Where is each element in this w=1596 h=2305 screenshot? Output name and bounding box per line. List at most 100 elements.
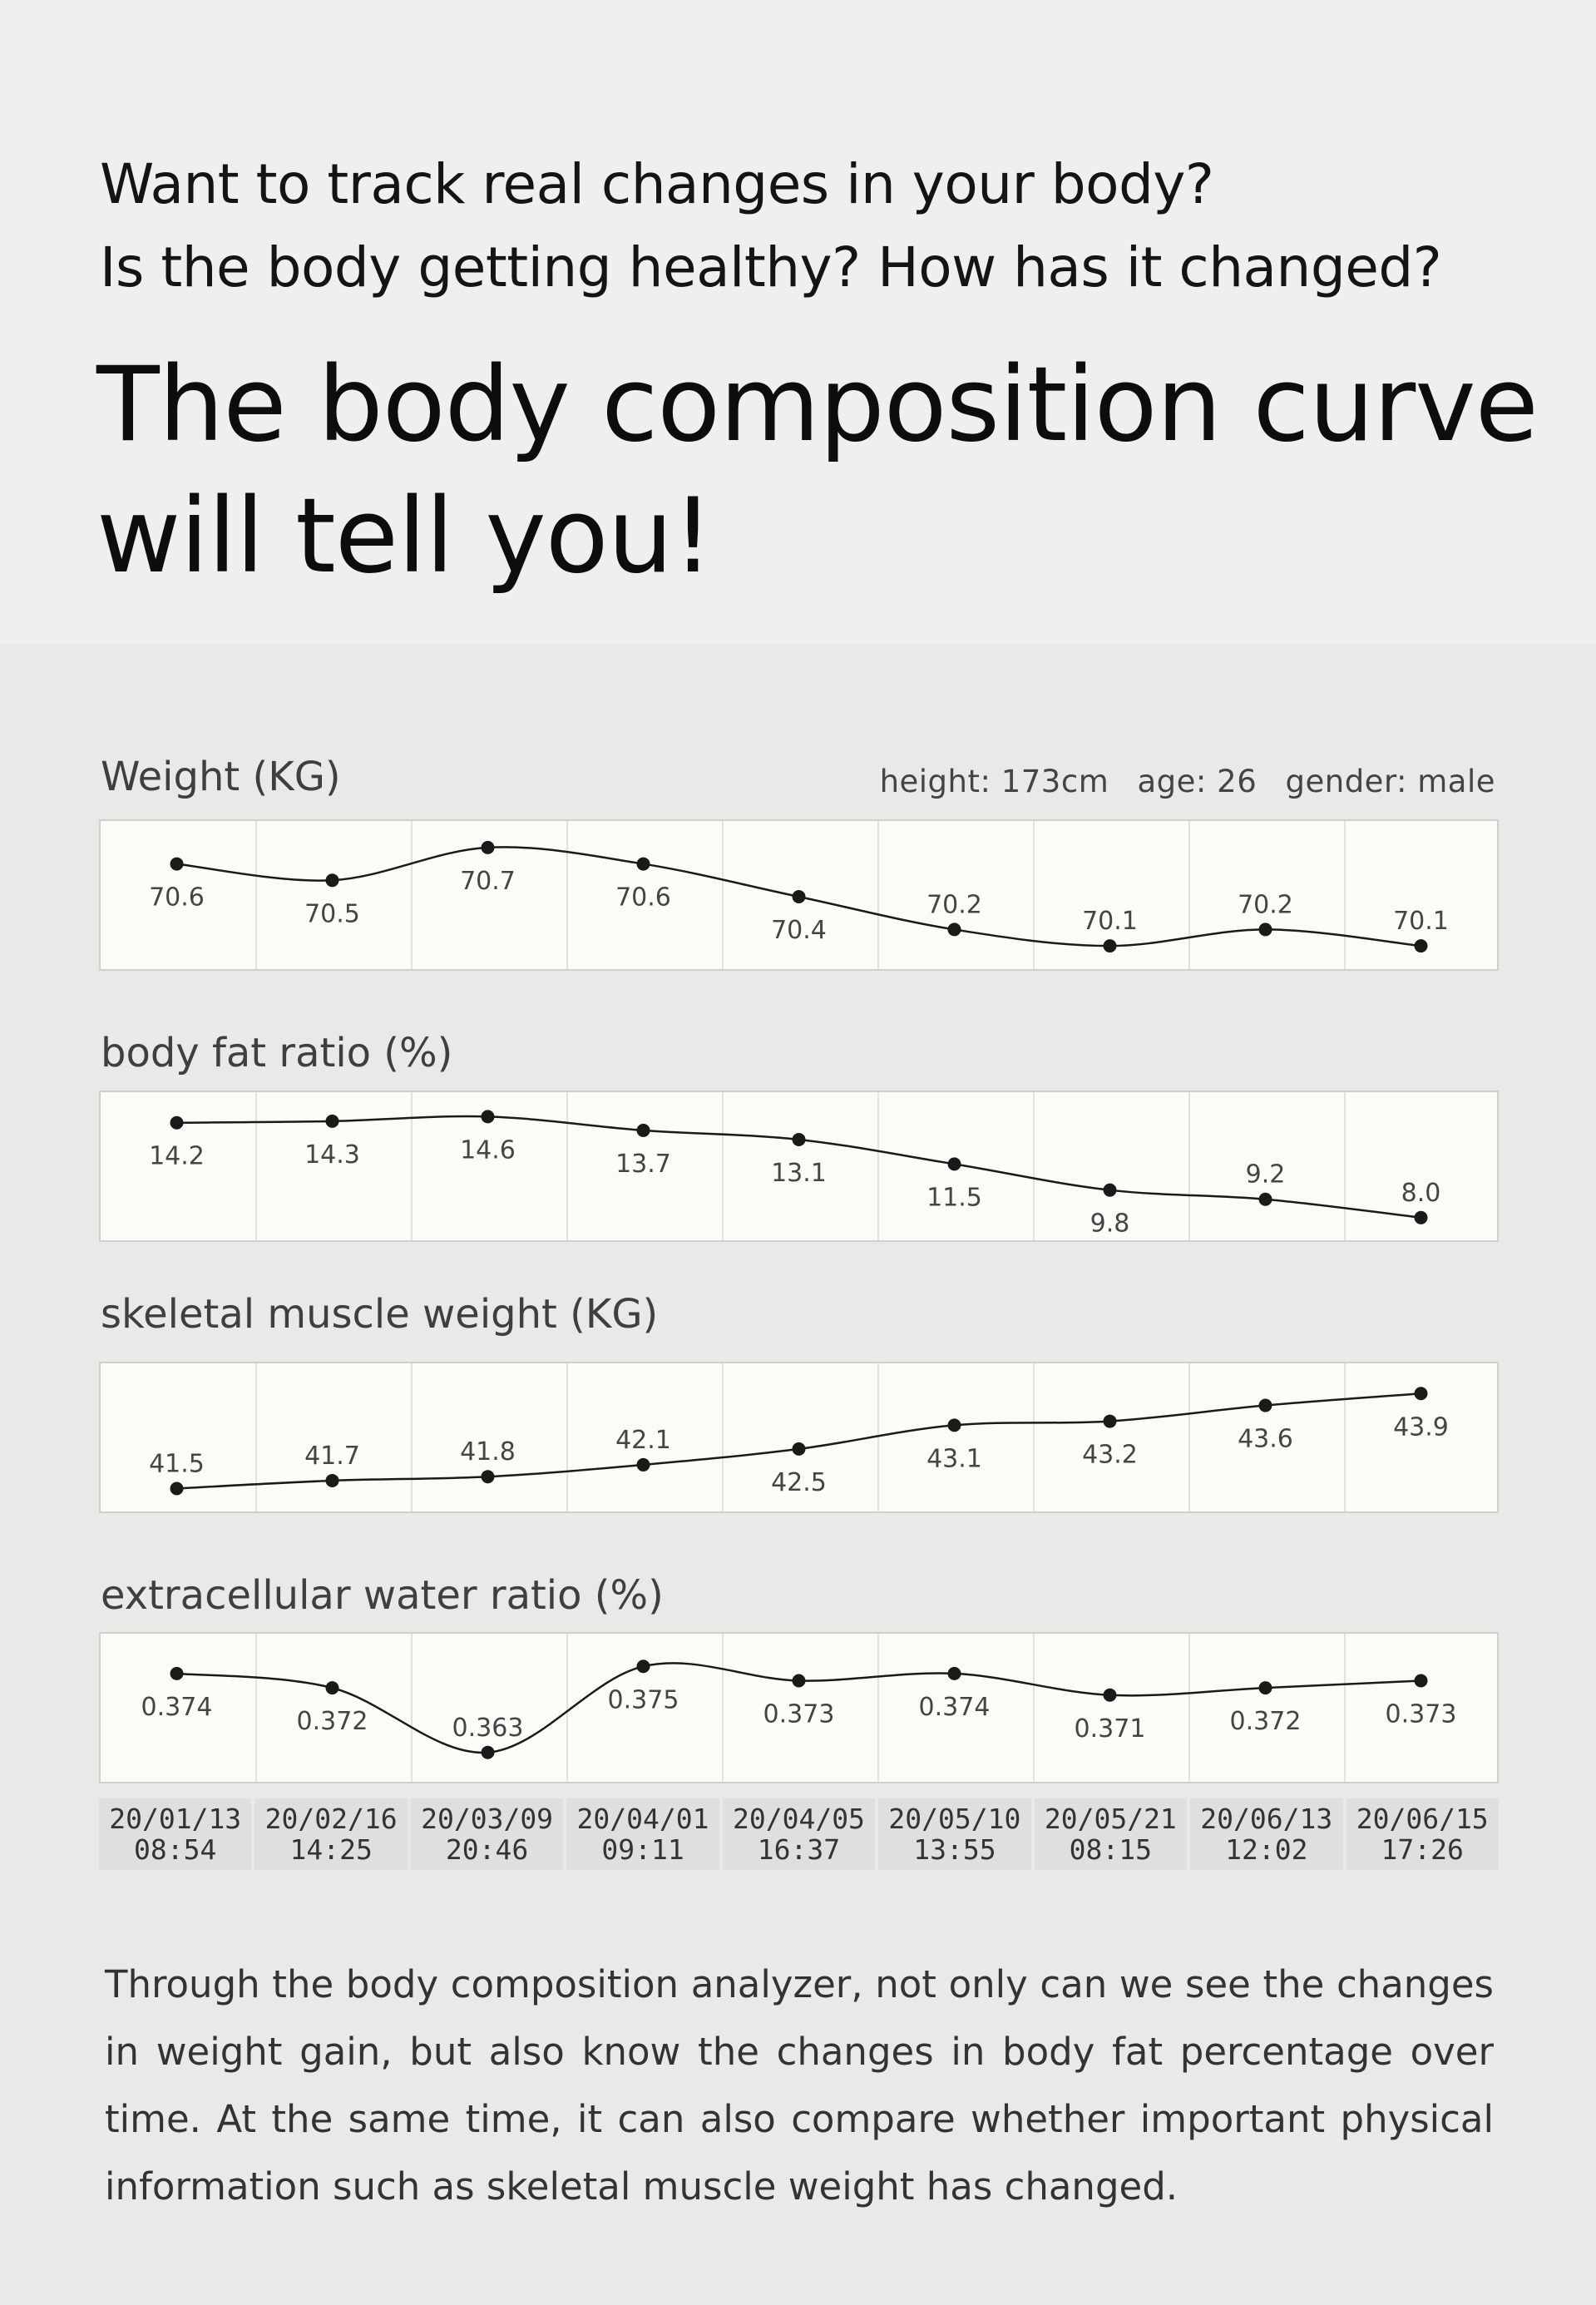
data-label: 41.7 (304, 1442, 360, 1471)
gender-info: gender: male (1285, 764, 1495, 799)
data-label: 41.8 (460, 1437, 516, 1467)
data-label: 70.1 (1082, 907, 1138, 936)
data-point (1414, 1387, 1428, 1401)
chart-plot: 14.2 14.3 14.6 13.7 13.1 11.5 9.8 9.2 8.0 (149, 1092, 1441, 1240)
data-point (1103, 1183, 1117, 1197)
data-label: 14.6 (460, 1135, 516, 1165)
data-point (792, 890, 806, 903)
data-point (1258, 1681, 1272, 1695)
data-label: 13.7 (615, 1150, 671, 1179)
data-point (1258, 1192, 1272, 1206)
age-info: age: 26 (1137, 764, 1258, 799)
data-label: 8.0 (1401, 1179, 1441, 1208)
data-point (325, 873, 339, 888)
data-point (636, 1123, 650, 1137)
data-label: 42.1 (615, 1426, 671, 1455)
data-label: 70.7 (460, 867, 516, 896)
data-point (792, 1674, 806, 1688)
data-point (170, 1666, 184, 1680)
data-label: 9.2 (1246, 1160, 1286, 1190)
intro-section: Want to track real changes in your body?… (0, 0, 1596, 645)
data-point (1258, 922, 1272, 937)
footer-description: Through the body composition analyzer, n… (105, 1962, 1494, 2209)
data-point (1103, 1414, 1117, 1428)
x-tick-label: 20/04/01 09:11 (566, 1798, 719, 1870)
data-point (170, 1115, 184, 1130)
data-label: 70.5 (304, 899, 360, 928)
data-point (481, 840, 495, 854)
data-point (1103, 1688, 1117, 1702)
data-label: 0.374 (919, 1693, 991, 1722)
weight-chart-title: Weight (KG) (101, 754, 341, 800)
body-fat-chart-title: body fat ratio (%) (101, 1030, 453, 1076)
x-tick-label: 20/01/13 08:54 (99, 1798, 252, 1870)
data-point (947, 922, 961, 937)
x-tick-label: 20/04/05 16:37 (722, 1798, 876, 1870)
data-label: 14.2 (149, 1142, 205, 1171)
x-tick-label: 20/06/15 17:26 (1346, 1798, 1499, 1870)
data-point (636, 1457, 650, 1472)
data-point (947, 1157, 961, 1171)
skeletal-muscle-chart: 41.5 41.7 41.8 42.1 42.5 43.1 43.2 43.6 43.9 (99, 1362, 1499, 1513)
data-label: 43.9 (1393, 1412, 1449, 1442)
data-point (636, 857, 650, 871)
data-label: 43.1 (926, 1444, 982, 1473)
body-fat-chart: 14.2 14.3 14.6 13.7 13.1 11.5 9.8 9.2 8.0 (99, 1091, 1499, 1242)
data-label: 0.375 (608, 1685, 679, 1714)
intro-line-1: Want to track real changes in your body? (100, 152, 1214, 216)
data-label: 70.6 (615, 883, 671, 913)
x-tick-label: 20/06/13 12:02 (1190, 1798, 1343, 1870)
data-point (792, 1132, 806, 1146)
data-point (481, 1110, 495, 1124)
data-label: 0.373 (763, 1700, 835, 1729)
data-point (170, 857, 184, 871)
intro-line-2: Is the body getting healthy? How has it … (100, 235, 1442, 299)
data-label: 0.363 (452, 1714, 524, 1743)
data-point (325, 1114, 339, 1128)
data-label: 13.1 (771, 1159, 827, 1188)
x-tick-label: 20/02/16 14:25 (254, 1798, 408, 1870)
profile-info: height: 173cm age: 26 gender: male (862, 764, 1495, 799)
data-point (792, 1442, 806, 1456)
data-point (1414, 1210, 1428, 1224)
data-label: 70.2 (1238, 890, 1293, 919)
data-label: 70.2 (926, 890, 982, 919)
skeletal-muscle-chart-title: skeletal muscle weight (KG) (101, 1291, 659, 1338)
data-point (947, 1418, 961, 1432)
data-point (325, 1681, 339, 1695)
data-label: 0.372 (297, 1707, 368, 1736)
data-label: 43.2 (1082, 1441, 1138, 1470)
data-label: 0.371 (1075, 1714, 1146, 1744)
data-point (1103, 939, 1117, 953)
x-tick-label: 20/05/21 08:15 (1034, 1798, 1188, 1870)
height-info: height: 173cm (879, 764, 1109, 799)
data-point (481, 1745, 495, 1759)
x-tick-label: 20/03/09 20:46 (410, 1798, 564, 1870)
data-label: 43.6 (1238, 1425, 1293, 1454)
x-tick-label: 20/05/10 13:55 (878, 1798, 1031, 1870)
data-label: 70.6 (149, 883, 205, 913)
headline-line-1: The body composition curve (96, 345, 1539, 465)
data-label: 70.4 (771, 916, 827, 945)
chart-plot: 0.374 0.372 0.363 0.375 0.373 0.374 0.371 0.372… (141, 1634, 1457, 1782)
data-label: 0.374 (141, 1693, 213, 1722)
data-point (481, 1470, 495, 1484)
headline-line-2: will tell you! (96, 477, 714, 596)
data-label: 9.8 (1090, 1209, 1130, 1239)
data-point (1414, 1674, 1428, 1688)
weight-chart: 70.6 70.5 70.7 70.6 70.4 70.2 70.1 70.2 70.1 (99, 819, 1499, 971)
data-point (170, 1481, 184, 1496)
data-label: 70.1 (1393, 907, 1449, 936)
x-axis-dates: 20/01/13 08:54 20/02/16 14:25 20/03/09 20:… (99, 1798, 1499, 1870)
chart-plot: 70.6 70.5 70.7 70.6 70.4 70.2 70.1 70.2 70.1 (149, 821, 1449, 969)
data-point (1414, 939, 1428, 953)
water-ratio-chart-title: extracellular water ratio (%) (101, 1572, 664, 1619)
data-label: 42.5 (771, 1468, 827, 1497)
data-point (947, 1666, 961, 1680)
data-label: 0.372 (1230, 1707, 1302, 1736)
data-point (325, 1473, 339, 1487)
chart-plot: 41.5 41.7 41.8 42.1 42.5 43.1 43.2 43.6 43.9 (149, 1363, 1449, 1511)
data-label: 14.3 (304, 1140, 360, 1170)
data-label: 0.373 (1386, 1700, 1457, 1729)
data-point (636, 1660, 650, 1674)
